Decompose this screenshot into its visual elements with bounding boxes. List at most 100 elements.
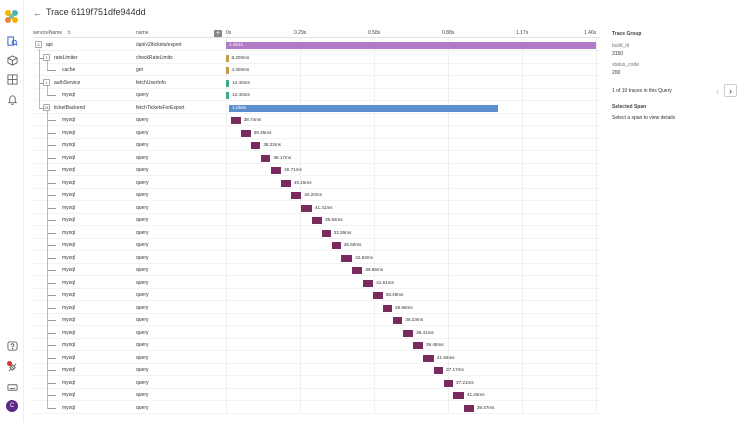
span-duration-bar[interactable] [270,167,282,174]
tree-leaf-line [51,170,56,171]
span-collapse-toggle[interactable]: 1 [43,78,50,86]
span-service-name: mysql [62,304,76,311]
next-trace-button[interactable]: › [724,84,737,97]
span-duration-label: 12.40ms [232,79,250,85]
span-row[interactable]: 1 authService fetchUserInfo 12.40ms [33,77,600,89]
span-service-name: mysql [62,367,76,373]
prev-trace-button[interactable]: ‹ [716,85,719,96]
cube-icon[interactable] [6,54,18,66]
span-operation-name: query [136,192,149,198]
span-duration-bar[interactable] [392,317,403,324]
user-avatar[interactable]: C [6,400,18,412]
span-duration-bar[interactable] [322,229,331,237]
timeline-gridline [522,38,523,414]
span-duration-bar[interactable] [331,242,341,249]
span-duration-bar[interactable] [226,92,230,99]
back-arrow-icon[interactable]: ← [33,8,42,18]
span-collapse-toggle[interactable]: 1 [43,53,50,61]
span-duration-bar[interactable] [260,154,271,162]
span-duration-label: 39.47ms [476,404,495,410]
span-row[interactable]: mysql query 36.50ms [33,239,600,251]
span-row[interactable]: mysql query 33.36ms [33,227,600,239]
span-duration-bar[interactable] [280,179,291,187]
span-row[interactable]: mysql query 38.23ms [33,139,600,151]
span-duration-bar[interactable] [230,117,241,124]
tree-branch-line [47,395,52,396]
span-duration-bar[interactable] [301,204,312,212]
span-row[interactable]: cache get 4.300ms [33,64,600,76]
span-row[interactable]: mysql query 38.23ms [33,314,600,326]
keyboard-icon[interactable] [6,381,18,393]
span-duration-bar[interactable] [403,329,414,337]
span-operation-name: query [136,279,149,286]
span-duration-bar[interactable] [341,254,353,262]
sort-icon[interactable]: ⇅ [67,30,72,36]
span-duration-label: 41.94ms [436,354,455,360]
span-duration-bar[interactable] [352,267,363,274]
span-duration-bar[interactable] [226,42,597,49]
span-row[interactable]: mysql query 40.71ms [33,164,600,176]
span-row[interactable]: mysql query 41.41ms [33,202,600,214]
span-row[interactable]: mysql query 37.17ms [33,364,600,376]
expand-all-button[interactable]: + [214,30,222,38]
logo-icon[interactable] [3,8,21,26]
span-duration-bar[interactable] [311,217,322,224]
span-duration-bar[interactable] [453,392,464,399]
page-title: Trace 6119f751dfe944dd [46,7,146,17]
span-duration-bar[interactable] [226,67,229,74]
span-duration-bar[interactable] [443,379,453,387]
timeline-gridline [300,38,301,414]
span-duration-bar[interactable] [229,104,498,112]
span-service-name: rateLimiter [54,54,78,61]
span-duration-bar[interactable] [382,304,392,312]
span-row[interactable]: mysql query 41.61ms [33,277,600,289]
dashboard-icon[interactable] [6,73,18,85]
span-row[interactable]: 4 api/api/v2/tickets/export 1.461s [33,39,600,51]
span-duration-bar[interactable] [250,142,261,149]
span-duration-bar[interactable] [291,192,302,199]
span-duration-bar[interactable] [362,279,374,287]
span-row[interactable]: mysql query 42.83ms [33,252,600,264]
span-duration-bar[interactable] [463,404,474,412]
span-row[interactable]: mysql query 41.25ms [33,389,600,401]
column-header-name[interactable]: name [136,30,149,36]
span-row[interactable]: mysql query 35.96ms [33,302,600,314]
span-collapse-toggle[interactable]: 2k [43,103,50,111]
span-row[interactable]: 2k ticketBackend fetchTicketsForExport 1.05… [33,102,600,114]
span-row[interactable]: mysql query 40.15ms [33,177,600,189]
span-row[interactable]: mysql query 38.74ms [33,114,600,126]
span-row[interactable]: mysql query 37.21ms [33,377,600,389]
span-row[interactable]: mysql query 41.94ms [33,352,600,364]
span-row[interactable]: 1 rateLimiter checkRateLimits 8.200ms [33,52,600,64]
span-collapse-toggle[interactable]: 4 [35,41,42,48]
span-row[interactable]: mysql query 40.20ms [33,189,600,201]
span-duration-bar[interactable] [412,342,423,349]
span-row[interactable]: mysql query 39.92ms [33,214,600,226]
span-row[interactable]: mysql query 39.86ms [33,264,600,276]
span-row[interactable]: mysql query 39.41ms [33,327,600,339]
span-duration-bar[interactable] [373,292,383,299]
span-duration-bar[interactable] [240,129,251,137]
integrations-icon[interactable] [6,361,18,373]
help-icon[interactable] [6,340,18,352]
span-row[interactable]: mysql query 39.47ms [33,402,600,414]
column-header-service[interactable]: serviceName [33,30,63,36]
span-duration-bar[interactable] [226,54,229,62]
span-operation-name: query [136,367,149,373]
span-duration-label: 41.61ms [376,279,394,285]
span-row[interactable]: mysql query 39.48ms [33,339,600,351]
span-row[interactable]: mysql query 12.40ms [33,89,600,101]
span-row[interactable]: mysql query 38.49ms [33,289,600,301]
span-row[interactable]: mysql query 39.35ms [33,127,600,139]
bell-icon[interactable] [6,93,18,105]
tree-branch-line [39,107,44,109]
tree-leaf-line [51,270,56,271]
span-operation-name: query [136,254,149,261]
span-row[interactable]: mysql query 39.17ms [33,152,600,164]
tree-branch-line [47,307,52,309]
search-trace-icon[interactable] [6,35,18,47]
span-duration-bar[interactable] [423,354,434,362]
span-duration-bar[interactable] [433,367,444,374]
span-duration-bar[interactable] [226,79,230,87]
span-service-name: mysql [62,329,76,336]
